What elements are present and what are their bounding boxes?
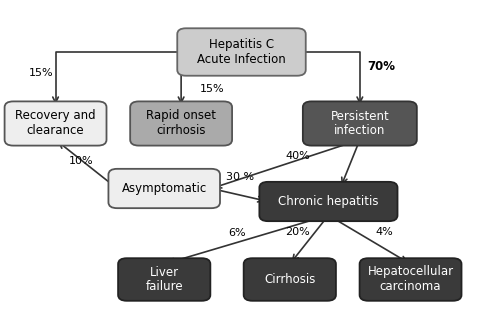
Text: 70%: 70% [368,60,396,73]
FancyBboxPatch shape [303,101,417,146]
Text: Persistent
infection: Persistent infection [330,110,389,137]
FancyBboxPatch shape [118,258,211,301]
FancyBboxPatch shape [5,101,107,146]
Text: 20%: 20% [284,227,310,237]
Text: Cirrhosis: Cirrhosis [264,273,315,286]
Text: 10%: 10% [69,156,94,166]
Text: Liver
failure: Liver failure [145,266,183,293]
Text: Rapid onset
cirrhosis: Rapid onset cirrhosis [146,110,216,137]
FancyBboxPatch shape [259,182,398,221]
Text: 4%: 4% [375,227,393,237]
FancyBboxPatch shape [109,169,220,208]
FancyBboxPatch shape [177,28,306,76]
FancyBboxPatch shape [243,258,336,301]
Text: 6%: 6% [228,228,245,238]
Text: 15%: 15% [200,84,225,94]
Text: 30 %: 30 % [226,172,254,182]
FancyBboxPatch shape [130,101,232,146]
FancyBboxPatch shape [359,258,462,301]
Text: 15%: 15% [29,68,53,78]
Text: 40%: 40% [285,151,310,161]
Text: Chronic hepatitis: Chronic hepatitis [278,195,379,208]
Text: Hepatitis C
Acute Infection: Hepatitis C Acute Infection [197,38,286,66]
Text: Recovery and
clearance: Recovery and clearance [15,110,96,137]
Text: Asymptomatic: Asymptomatic [122,182,207,195]
Text: Hepatocellular
carcinoma: Hepatocellular carcinoma [368,266,454,293]
